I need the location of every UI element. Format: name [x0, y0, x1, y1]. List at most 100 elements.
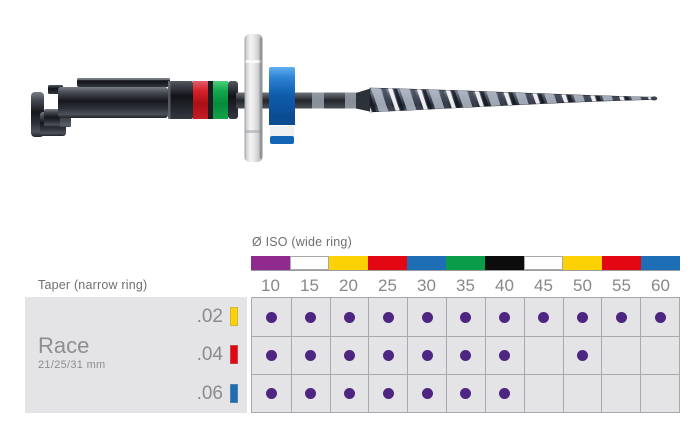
availability-cell — [484, 374, 524, 412]
taper-color-swatch — [230, 345, 238, 365]
taper-row-label: .06 — [197, 374, 238, 413]
availability-cell — [252, 374, 291, 412]
handle-body — [58, 87, 168, 118]
taper-row-label: .04 — [197, 336, 238, 375]
availability-cell — [601, 298, 640, 336]
red-ring — [193, 81, 208, 119]
taper-value: .04 — [196, 344, 223, 366]
availability-dot — [305, 350, 317, 361]
availability-cell — [446, 374, 485, 412]
iso-size-label: 35 — [456, 276, 475, 295]
availability-cell — [368, 298, 407, 336]
taper-row-label: .02 — [197, 297, 238, 336]
iso-size-label: 30 — [417, 276, 436, 295]
availability-dot — [382, 350, 394, 361]
availability-dot — [576, 350, 588, 361]
product-lengths: 21/25/31 mm — [38, 359, 106, 371]
availability-cell — [329, 298, 369, 336]
availability-cell — [484, 336, 524, 374]
availability-cell — [368, 374, 408, 412]
iso-size-label: 25 — [378, 276, 397, 295]
iso-ring-color-45 — [524, 256, 563, 270]
iso-size-label: 10 — [261, 276, 280, 295]
taper-color-swatch — [230, 306, 238, 326]
availability-cell — [252, 298, 291, 336]
availability-dot — [499, 350, 511, 361]
availability-cell — [446, 336, 485, 374]
product-name: Race — [38, 333, 90, 358]
iso-size-label: 50 — [573, 276, 592, 295]
iso-axis-label: Ø ISO (wide ring) — [252, 235, 352, 249]
taper-value: .06 — [196, 382, 223, 404]
iso-size-label: 40 — [495, 276, 514, 295]
iso-size-label: 55 — [612, 276, 631, 295]
availability-cell — [446, 298, 485, 336]
availability-dot — [576, 311, 588, 323]
availability-cell — [290, 374, 330, 412]
availability-dot — [382, 388, 394, 399]
availability-cell — [562, 298, 602, 336]
availability-dot — [615, 311, 627, 323]
availability-cell — [407, 374, 447, 412]
availability-cell — [329, 336, 369, 374]
iso-size-label: 20 — [339, 276, 358, 295]
availability-dot — [305, 311, 317, 323]
availability-cell — [252, 336, 291, 374]
availability-dot — [344, 311, 356, 323]
iso-ring-color-60 — [641, 256, 680, 270]
taper-color-swatch — [230, 383, 238, 403]
availability-cell — [640, 298, 679, 336]
availability-grid — [251, 297, 680, 413]
iso-size-label: 45 — [534, 276, 553, 295]
spiral-flutes — [369, 87, 658, 113]
iso-ring-color-55 — [602, 256, 641, 270]
availability-cell — [290, 336, 330, 374]
availability-cell — [562, 336, 602, 374]
iso-ring-color-35 — [446, 256, 485, 270]
availability-dot — [460, 388, 472, 399]
availability-dot — [265, 311, 277, 323]
availability-dot — [499, 388, 511, 399]
taper-axis-label: Taper (narrow ring) — [38, 278, 148, 292]
iso-ring-color-50 — [563, 256, 602, 270]
availability-dot — [421, 388, 433, 399]
availability-dot — [654, 311, 666, 323]
availability-dot — [460, 311, 472, 323]
availability-cell — [290, 298, 330, 336]
availability-cell — [640, 336, 679, 374]
iso-ring-color-20 — [329, 256, 368, 270]
availability-dot — [460, 350, 472, 361]
iso-ring-color-40 — [485, 256, 524, 270]
taper-value: .02 — [196, 305, 223, 327]
availability-dot — [305, 388, 317, 399]
iso-ring-color-25 — [368, 256, 407, 270]
availability-dot — [344, 350, 356, 361]
availability-cell — [562, 374, 602, 412]
availability-cell — [407, 298, 446, 336]
availability-cell — [523, 298, 563, 336]
rotary-file-image — [31, 34, 658, 162]
iso-size-label: 15 — [300, 276, 319, 295]
availability-dot — [382, 311, 394, 323]
blue-stopper — [269, 67, 295, 144]
iso-size-row: 10 15 20 25 30 35 40 45 50 55 60 — [251, 274, 680, 294]
iso-ring-color-10 — [251, 256, 290, 270]
availability-dot — [421, 311, 433, 323]
green-ring — [213, 81, 228, 119]
availability-cell — [407, 336, 447, 374]
availability-cell — [484, 298, 524, 336]
availability-cell — [523, 336, 563, 374]
handle-collar — [168, 81, 193, 119]
availability-dot — [265, 350, 277, 361]
shank — [236, 92, 366, 109]
handle-top-rod — [77, 78, 170, 87]
availability-cell — [640, 374, 679, 412]
availability-cell — [329, 374, 369, 412]
availability-dot — [538, 311, 550, 323]
availability-cell — [601, 336, 641, 374]
product-info-box: Race 21/25/31 mm .02 .04 .06 — [25, 297, 247, 413]
availability-cell — [601, 374, 641, 412]
iso-color-strip — [251, 256, 680, 271]
availability-dot — [265, 388, 277, 399]
